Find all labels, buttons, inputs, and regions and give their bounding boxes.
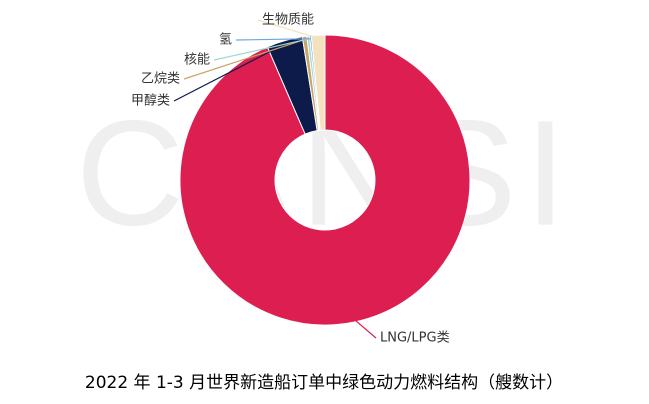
leader-line [235,38,311,41]
leader-line [257,19,319,39]
leader-line [213,38,309,61]
slice-label: 乙烷类 [141,72,180,87]
leader-line [183,38,306,80]
chart-title: 2022 年 1-3 月世界新造船订单中绿色动力燃料结构（艘数计） [85,373,563,393]
slice-label: LNG/LPG类 [380,331,450,346]
slice-label: 生物质能 [262,13,314,28]
leader-line [353,318,377,339]
donut-slice [179,34,471,326]
leader-line [173,43,286,102]
slice-label: 氢 [219,33,232,48]
slice-label: 甲醇类 [131,93,170,109]
slice-label: 核能 [184,53,210,68]
donut-slice [310,34,326,131]
